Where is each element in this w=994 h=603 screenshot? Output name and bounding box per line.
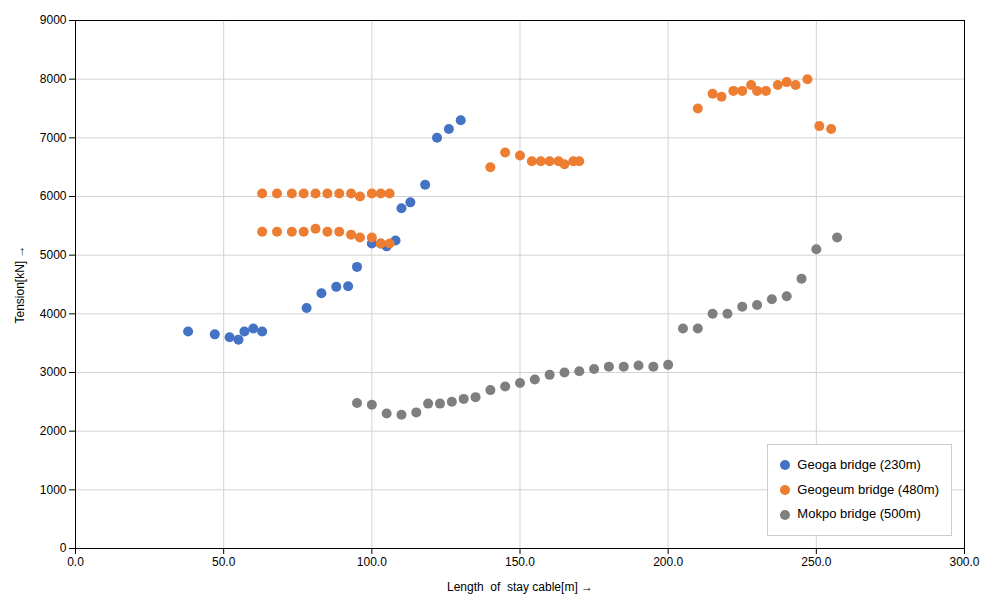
svg-text:200.0: 200.0 xyxy=(653,555,683,569)
html-text:Geoga bridge (230m): Geoga bridge (230m) xyxy=(797,456,921,472)
svg-text:9000: 9000 xyxy=(40,13,67,27)
svg-text:7000: 7000 xyxy=(40,131,67,145)
svg-text:5000: 5000 xyxy=(40,248,67,262)
svg-text:8000: 8000 xyxy=(40,72,67,86)
html-text:Mokpo bridge (500m): Mokpo bridge (500m) xyxy=(797,506,921,522)
svg-text:250.0: 250.0 xyxy=(801,555,831,569)
svg-text:150.0: 150.0 xyxy=(505,555,535,569)
svg-text:4000: 4000 xyxy=(40,307,67,321)
svg-text:Length of stay cable[m] →: Length of stay cable[m] → xyxy=(447,580,593,594)
svg-text:300.0: 300.0 xyxy=(949,555,979,569)
svg-text:0.0: 0.0 xyxy=(67,555,84,569)
svg-text:100.0: 100.0 xyxy=(357,555,387,569)
html-text:Geogeum bridge (480m): Geogeum bridge (480m) xyxy=(797,481,939,497)
svg-text:0: 0 xyxy=(60,541,67,555)
svg-text:50.0: 50.0 xyxy=(212,555,236,569)
svg-text:1000: 1000 xyxy=(40,483,67,497)
svg-text:6000: 6000 xyxy=(40,189,67,203)
svg-text:3000: 3000 xyxy=(40,365,67,379)
svg-text:2000: 2000 xyxy=(40,424,67,438)
svg-text:Tension[kN] →: Tension[kN] → xyxy=(13,245,27,323)
